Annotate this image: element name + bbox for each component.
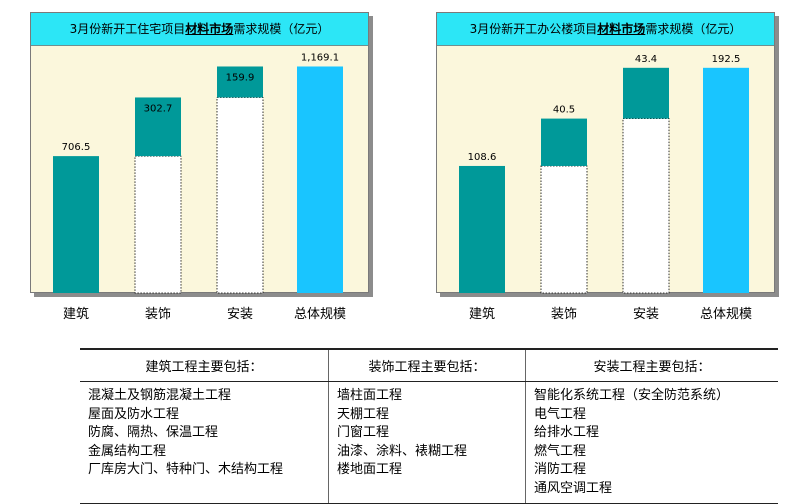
residential-value-label-total: 1,169.1: [301, 52, 339, 63]
residential-category-label-installation: 安装: [226, 307, 253, 322]
residential-bar-construction: [53, 156, 99, 293]
scope-item: 智能化系统工程（安全防范系统）: [534, 388, 730, 403]
residential-bar-installation: [217, 66, 263, 98]
office-value-label-construction: 108.6: [468, 152, 497, 163]
office-category-label-total: 总体规模: [699, 307, 752, 322]
residential-category-label-construction: 建筑: [62, 307, 89, 322]
engineering-scope-table: 建筑工程主要包括： 装饰工程主要包括： 安装工程主要包括： 混凝土及钢筋混凝土工…: [80, 348, 778, 504]
residential-chart: 706.5 302.7 159.9 1,169.1: [53, 52, 343, 294]
office-installation-base: [622, 118, 670, 294]
residential-chart-title: 3月份新开工住宅项目材料市场需求规模（亿元）: [31, 13, 368, 46]
office-chart: 108.6 40.5 43.4 192.5: [459, 54, 749, 294]
office-bar-total: [703, 67, 749, 293]
scope-item: 屋面及防水工程: [88, 406, 180, 422]
residential-category-label-total: 总体规模: [293, 307, 346, 322]
residential-value-label-construction: 706.5: [62, 142, 91, 153]
scope-item: 给排水工程: [534, 425, 600, 441]
scope-item: 电气工程: [534, 406, 587, 422]
office-bar-construction: [459, 165, 505, 293]
scope-item: 油漆、涂料、裱糊工程: [337, 443, 468, 459]
office-category-label-installation: 安装: [632, 307, 659, 322]
office-bar-installation: [623, 67, 669, 119]
residential-value-label-installation: 159.9: [226, 72, 255, 83]
office-value-label-installation: 43.4: [635, 54, 657, 65]
header-installation: 安装工程主要包括：: [525, 348, 778, 382]
scope-item: 混凝土及钢筋混凝土工程: [88, 388, 232, 403]
header-decoration: 装饰工程主要包括：: [328, 348, 526, 382]
decoration-items: 墙柱面工程天棚工程门窗工程油漆、涂料、裱糊工程 楼地面工程: [328, 381, 526, 504]
construction-items: 混凝土及钢筋混凝土工程 屋面及防水工程防腐、隔热、保温工程 金属结构工程厂库房大门、…: [80, 381, 329, 504]
scope-item: 防腐、隔热、保温工程: [88, 425, 219, 441]
scope-item: 楼地面工程: [337, 462, 403, 478]
office-bar-decoration: [541, 118, 587, 166]
scope-item: 金属结构工程: [88, 443, 167, 459]
scope-item: 燃气工程: [534, 443, 587, 459]
office-value-label-decoration: 40.5: [553, 105, 575, 116]
residential-decoration-base: [134, 155, 182, 294]
residential-category-label-decoration: 装饰: [144, 307, 171, 322]
scope-item: 消防工程: [534, 462, 587, 478]
scope-item: 天棚工程: [337, 406, 390, 422]
office-value-label-total: 192.5: [712, 54, 741, 65]
residential-bar-decoration: [135, 97, 181, 157]
installation-items: 智能化系统工程（安全防范系统） 电气工程给排水工程燃气工程消防工程通风空调工程: [525, 381, 778, 504]
office-category-label-decoration: 装饰: [550, 307, 577, 322]
residential-value-label-decoration: 302.7: [144, 103, 173, 114]
scope-item: 墙柱面工程: [337, 388, 403, 403]
header-construction: 建筑工程主要包括：: [80, 348, 329, 382]
scope-item: 厂库房大门、特种门、木结构工程: [88, 462, 284, 478]
office-chart-title: 3月份新开工办公楼项目材料市场需求规模（亿元）: [437, 13, 774, 46]
residential-installation-base: [216, 97, 264, 294]
scope-item: 门窗工程: [337, 425, 390, 441]
residential-bar-total: [297, 66, 343, 293]
office-category-label-construction: 建筑: [468, 307, 495, 322]
scope-item: 通风空调工程: [534, 480, 613, 496]
office-decoration-base: [540, 165, 588, 294]
